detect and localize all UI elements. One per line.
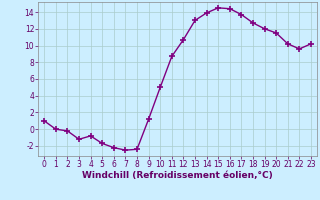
X-axis label: Windchill (Refroidissement éolien,°C): Windchill (Refroidissement éolien,°C) <box>82 171 273 180</box>
